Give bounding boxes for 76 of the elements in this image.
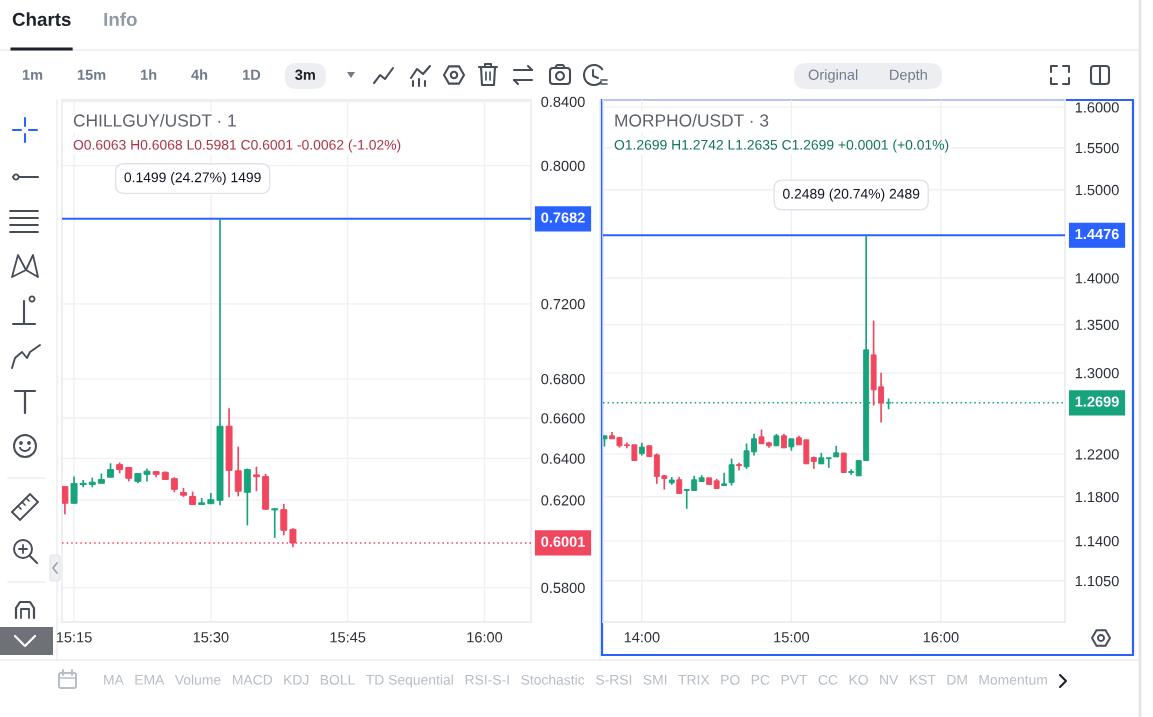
x-tick-label: 16:00 [467, 632, 503, 643]
text: CHILLGUY/USDT · 1 [73, 113, 236, 127]
y-tick-label: 1.3500 [1075, 319, 1119, 330]
candlestick [280, 503, 288, 537]
y-tick-label: 1.1400 [1075, 536, 1119, 547]
y-tick-label: 1.1050 [1075, 575, 1119, 587]
text: 3m [295, 69, 315, 80]
text: 1D [243, 69, 261, 80]
text: Original [808, 69, 858, 83]
y-tick-label: 0.8400 [541, 96, 585, 107]
y-tick-label: 0.6800 [541, 373, 585, 385]
text: Charts [12, 12, 71, 27]
y-tick-label: 0.7200 [541, 298, 585, 310]
text: NV [880, 675, 899, 685]
text: PO [721, 674, 740, 685]
ref-line-label: 1.2699 [1075, 396, 1119, 407]
text: PC [751, 674, 770, 685]
x-tick-label: 16:00 [923, 632, 959, 643]
text: TRIX [678, 675, 710, 685]
text: Volume [174, 674, 221, 685]
ref-line-label: 1.4476 [1075, 228, 1119, 240]
y-tick-label: 1.3000 [1075, 367, 1119, 379]
y-tick-label: 0.5800 [541, 582, 585, 594]
y-tick-label: 1.5000 [1075, 184, 1119, 196]
candlestick [252, 465, 260, 493]
y-tick-label: 1.1800 [1075, 491, 1119, 503]
text: TD Sequential [366, 674, 453, 688]
candlestick [243, 467, 251, 527]
ref-line-label: 0.7682 [541, 212, 585, 223]
text: O1.2699 H1.2742 L1.2635 C1.2699 +0.0001 (+0.01%) [614, 139, 949, 153]
text: 4h [191, 69, 208, 80]
y-tick-label: 0.6600 [541, 413, 585, 424]
x-tick-label: 15:45 [330, 632, 366, 643]
y-tick-label: 0.6200 [541, 495, 585, 506]
text: MA [104, 675, 124, 685]
text: KDJ [284, 675, 309, 685]
x-tick-label: 15:30 [193, 632, 229, 643]
candlestick [271, 507, 279, 539]
text: RSI-S-I [465, 674, 509, 685]
text: Stochastic [521, 674, 585, 685]
y-tick-label: 0.6400 [541, 453, 585, 464]
text: O0.6063 H0.6068 L0.5981 C0.6001 -0.0062 (-1.02%) [73, 139, 401, 153]
text: CC [818, 674, 838, 685]
text: Momentum [979, 675, 1047, 685]
text: PVT [781, 675, 808, 685]
text: DM [947, 675, 967, 685]
text: MACD [232, 674, 273, 685]
candlestick [234, 445, 242, 498]
y-tick-label: 1.2200 [1075, 449, 1119, 460]
text: KO [849, 674, 868, 685]
text: 15m [77, 69, 106, 80]
x-tick-label: 15:15 [56, 632, 92, 643]
text: Depth [890, 69, 927, 83]
text: BOLL [320, 674, 355, 685]
y-tick-label: 0.8000 [541, 160, 585, 172]
candlestick [62, 485, 69, 516]
y-tick-label: 1.4000 [1075, 273, 1119, 284]
annotation: 0.1499 (24.27%) 1499 [124, 172, 261, 186]
candlestick [70, 475, 78, 505]
text: 1m [22, 69, 43, 80]
candlestick [840, 452, 847, 474]
candlestick [721, 471, 728, 487]
text: SMI [643, 674, 667, 685]
candlestick [728, 457, 735, 487]
annotation: 0.2489 (20.74%) 2489 [783, 188, 920, 202]
y-tick-label: 1.5500 [1075, 142, 1119, 154]
x-tick-label: 14:00 [624, 632, 660, 643]
text: EMA [135, 675, 165, 685]
x-tick-label: 15:00 [774, 632, 810, 643]
text: Info [104, 12, 137, 27]
text: 1h [141, 69, 157, 80]
ref-line-label: 0.6001 [541, 536, 585, 547]
text: KST [909, 674, 936, 685]
y-tick-label: 1.6000 [1075, 102, 1119, 113]
text: MORPHO/USDT · 3 [615, 113, 769, 127]
text: S-RSI [595, 674, 632, 685]
